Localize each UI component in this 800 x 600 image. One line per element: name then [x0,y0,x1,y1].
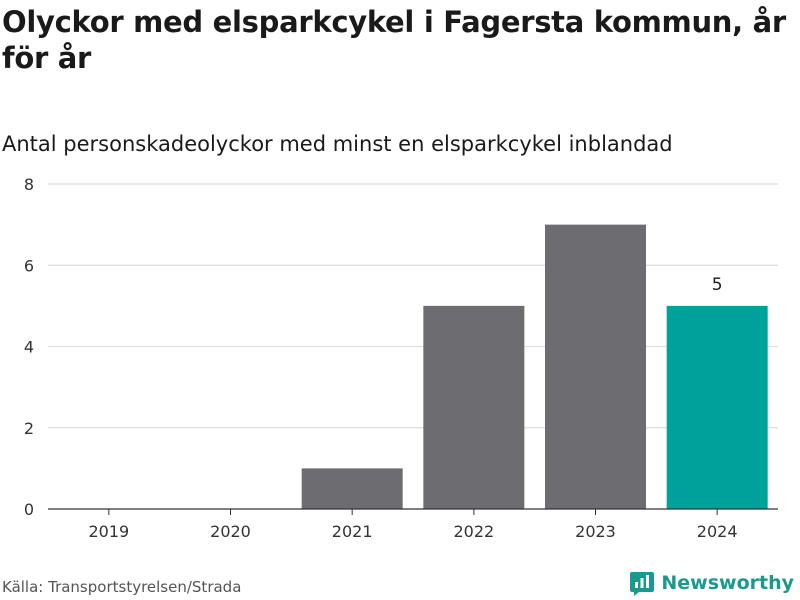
x-tick-label: 2023 [575,522,616,541]
x-tick-label: 2019 [88,522,129,541]
bar-2022 [423,305,525,509]
y-tick-label: 4 [24,338,34,357]
brand-name: Newsworthy [661,572,794,594]
x-tick-label: 2022 [453,522,494,541]
y-tick-label: 2 [24,419,34,438]
bar-2021 [301,468,403,509]
newsworthy-logo-icon [630,572,655,596]
bars [301,224,768,509]
x-tick-label: 2024 [697,522,738,541]
y-tick-label: 0 [24,500,34,519]
data-label: 5 [712,275,723,295]
axes: 0 2 4 6 8 2019 2020 2021 2022 2023 2024 [24,175,778,541]
y-tick-label: 8 [24,175,34,194]
x-tick-label: 2021 [332,522,373,541]
chart-title: Olyckor med elsparkcykel i Fagersta komm… [2,5,786,75]
data-labels: 5 [712,275,723,295]
gridlines [48,183,778,429]
bar-2023 [545,224,646,509]
brand-logo: Newsworthy [629,570,794,596]
x-tick-label: 2020 [210,522,251,541]
y-tick-label: 6 [24,256,34,275]
source-note: Källa: Transportstyrelsen/Strada [2,578,242,596]
chart-subtitle: Antal personskadeolyckor med minst en el… [2,132,673,156]
bar-2024 [666,305,768,509]
